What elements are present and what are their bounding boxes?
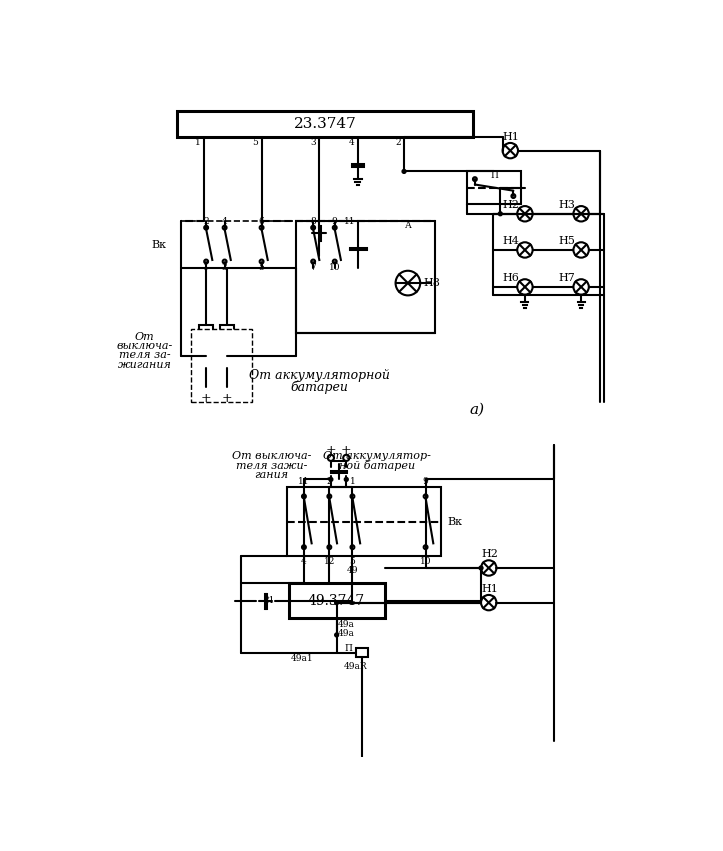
Circle shape <box>479 566 483 570</box>
Text: Н2: Н2 <box>481 549 498 559</box>
Text: 1: 1 <box>195 138 201 146</box>
Text: 3: 3 <box>222 263 228 272</box>
Text: 49аR: 49аR <box>344 662 368 671</box>
Text: П: П <box>344 644 352 654</box>
Text: 3: 3 <box>311 138 316 146</box>
Text: +: + <box>222 392 232 405</box>
Text: +: + <box>325 443 336 457</box>
Bar <box>296 221 435 333</box>
Text: +: + <box>201 392 211 405</box>
Text: Н7: Н7 <box>559 272 576 283</box>
Bar <box>287 487 441 557</box>
Text: Вк: Вк <box>447 517 462 527</box>
Bar <box>177 111 474 137</box>
Text: 2: 2 <box>203 217 209 226</box>
Text: Н2: Н2 <box>502 199 520 209</box>
Text: 1: 1 <box>203 263 209 272</box>
Text: 9: 9 <box>332 217 338 226</box>
Text: 10: 10 <box>420 557 432 566</box>
Text: 4: 4 <box>222 217 228 226</box>
Text: 12: 12 <box>324 557 335 566</box>
Text: ной батареи: ной батареи <box>339 460 415 471</box>
Text: а): а) <box>470 403 484 417</box>
Text: 9: 9 <box>423 477 429 486</box>
Text: 49а: 49а <box>338 620 355 630</box>
Text: 5: 5 <box>259 263 265 272</box>
Text: 11: 11 <box>344 217 356 226</box>
Circle shape <box>402 169 406 174</box>
Text: 10: 10 <box>329 263 341 272</box>
Text: Вк: Вк <box>152 240 167 249</box>
Text: От: От <box>134 332 154 342</box>
Text: 5: 5 <box>349 557 356 566</box>
Text: теля зажи-: теля зажи- <box>236 460 307 471</box>
Text: Н5: Н5 <box>559 236 576 246</box>
Bar <box>220 325 234 368</box>
Circle shape <box>335 601 338 604</box>
Circle shape <box>344 477 348 482</box>
Bar <box>191 329 252 403</box>
Circle shape <box>335 633 338 637</box>
Text: Н3: Н3 <box>559 199 576 209</box>
Text: Н1: Н1 <box>502 132 520 142</box>
Text: От выключа-: От выключа- <box>232 451 312 461</box>
Text: 2: 2 <box>327 477 332 486</box>
Text: Н4: Н4 <box>502 236 520 246</box>
Bar <box>181 221 346 268</box>
Text: От аккумулятор-: От аккумулятор- <box>323 451 431 461</box>
Text: 49.3747: 49.3747 <box>308 594 365 608</box>
Text: 31: 31 <box>264 597 275 605</box>
Bar <box>356 648 368 657</box>
Bar <box>288 584 385 618</box>
Text: 6: 6 <box>259 217 265 226</box>
Text: Н1: Н1 <box>481 584 498 594</box>
Text: 1: 1 <box>349 477 355 486</box>
Text: выключа-: выключа- <box>116 341 173 351</box>
Text: 4: 4 <box>301 557 307 566</box>
Text: 49а: 49а <box>338 629 355 638</box>
Text: 4: 4 <box>349 138 355 146</box>
Bar <box>467 171 521 203</box>
Text: батареи: батареи <box>291 380 348 394</box>
Text: А: А <box>404 220 411 230</box>
Text: гания: гания <box>254 470 288 480</box>
Text: 49: 49 <box>347 566 358 574</box>
Bar <box>200 325 213 368</box>
Text: жигания: жигания <box>118 360 171 369</box>
Text: 23.3747: 23.3747 <box>294 117 356 131</box>
Text: 5: 5 <box>252 138 259 146</box>
Text: П: П <box>490 171 498 180</box>
Text: теля за-: теля за- <box>119 351 171 361</box>
Text: 8: 8 <box>310 217 316 226</box>
Circle shape <box>498 212 502 215</box>
Text: От аккумуляторной: От аккумуляторной <box>249 369 390 382</box>
Text: 2: 2 <box>395 138 401 146</box>
Text: 7: 7 <box>310 263 316 272</box>
Text: Н6: Н6 <box>502 272 520 283</box>
Text: 11: 11 <box>298 477 309 486</box>
Text: 49а1: 49а1 <box>291 654 313 663</box>
Circle shape <box>329 477 333 482</box>
Text: +: + <box>341 443 351 457</box>
Text: Н8: Н8 <box>423 278 440 288</box>
